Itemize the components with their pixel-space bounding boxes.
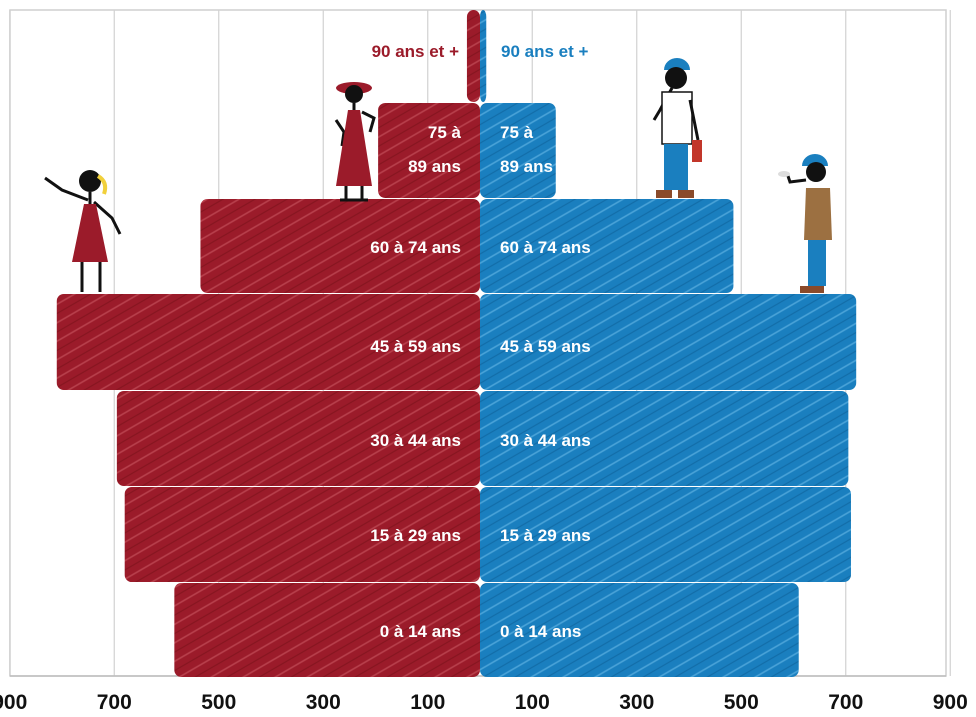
- bar-label-right: 15 à 29 ans: [500, 526, 591, 545]
- x-tick-label: 300: [619, 691, 654, 714]
- girl-figure: [44, 170, 122, 292]
- bar-label-right: 0 à 14 ans: [500, 622, 581, 641]
- bar-label-left: 89 ans: [408, 157, 461, 176]
- elderly-man-figure: [652, 58, 702, 198]
- bar-right-6: [480, 10, 487, 102]
- x-tick-label: 500: [201, 691, 236, 714]
- x-tick-label: 700: [97, 691, 132, 714]
- x-tick-label: 500: [724, 691, 759, 714]
- bar-right-1: [480, 487, 851, 582]
- x-tick-label: 100: [410, 691, 445, 714]
- bar-label-right: 30 à 44 ans: [500, 431, 591, 450]
- bars: [56, 10, 857, 677]
- bar-label-right: 90 ans et +: [501, 42, 588, 61]
- man-figure: [778, 154, 832, 293]
- bar-right-5: [480, 103, 556, 198]
- bar-left-1: [124, 487, 480, 582]
- bar-left-5: [378, 103, 480, 198]
- x-tick-label: 900: [933, 691, 968, 714]
- bar-left-0: [174, 583, 480, 677]
- bar-label-left: 15 à 29 ans: [370, 526, 461, 545]
- bar-label-left: 0 à 14 ans: [380, 622, 461, 641]
- x-tick-label: 300: [306, 691, 341, 714]
- bar-label-left: 60 à 74 ans: [370, 238, 461, 257]
- bar-label-right: 89 ans: [500, 157, 553, 176]
- x-axis-ticks: 900 700 500 300 100 100 300 500 700 900: [0, 691, 968, 714]
- bar-right-2: [480, 391, 849, 486]
- bar-left-2: [116, 391, 481, 486]
- bar-labels: 0 à 14 ans 0 à 14 ans 15 à 29 ans 15 à 29 a…: [370, 42, 591, 641]
- bar-right-3: [480, 294, 857, 390]
- bar-label-right: 75 à: [500, 123, 534, 142]
- bar-label-left: 90 ans et +: [372, 42, 459, 61]
- bar-label-left: 45 à 59 ans: [370, 337, 461, 356]
- bar-label-right: 45 à 59 ans: [500, 337, 591, 356]
- bar-left-3: [56, 294, 481, 390]
- bar-label-left: 75 à: [428, 123, 462, 142]
- elderly-woman-figure: [334, 82, 376, 202]
- bar-label-right: 60 à 74 ans: [500, 238, 591, 257]
- x-tick-label: 700: [828, 691, 863, 714]
- bar-left-6: [466, 10, 480, 102]
- bar-right-4: [480, 199, 734, 293]
- bar-right-0: [480, 583, 799, 677]
- bar-label-left: 30 à 44 ans: [370, 431, 461, 450]
- x-tick-label: 100: [515, 691, 550, 714]
- x-tick-label: 900: [0, 691, 27, 714]
- bar-left-4: [200, 199, 480, 293]
